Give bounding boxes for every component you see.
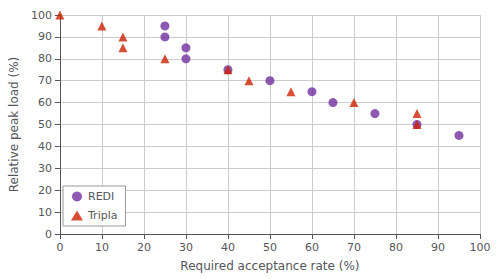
- svg-text:90: 90: [38, 30, 52, 43]
- svg-text:10: 10: [38, 206, 52, 219]
- svg-text:60: 60: [305, 241, 319, 254]
- svg-text:30: 30: [38, 162, 52, 175]
- svg-text:50: 50: [263, 241, 277, 254]
- svg-text:70: 70: [347, 241, 361, 254]
- svg-text:20: 20: [38, 184, 52, 197]
- svg-text:90: 90: [431, 241, 445, 254]
- svg-text:0: 0: [45, 228, 52, 241]
- svg-text:80: 80: [38, 52, 52, 65]
- svg-text:Tripla: Tripla: [87, 209, 117, 222]
- svg-text:80: 80: [389, 241, 403, 254]
- svg-text:REDI: REDI: [88, 190, 114, 203]
- svg-text:40: 40: [38, 140, 52, 153]
- svg-text:20: 20: [137, 241, 151, 254]
- svg-text:Required acceptance rate (%): Required acceptance rate (%): [180, 259, 359, 273]
- svg-text:0: 0: [56, 241, 63, 254]
- svg-text:100: 100: [31, 9, 52, 22]
- svg-text:50: 50: [38, 118, 52, 131]
- svg-text:70: 70: [38, 74, 52, 87]
- svg-text:100: 100: [470, 241, 491, 254]
- svg-text:Relative peak load (%): Relative peak load (%): [7, 57, 21, 193]
- svg-text:30: 30: [179, 241, 193, 254]
- svg-text:10: 10: [95, 241, 109, 254]
- svg-text:40: 40: [221, 241, 235, 254]
- svg-text:60: 60: [38, 96, 52, 109]
